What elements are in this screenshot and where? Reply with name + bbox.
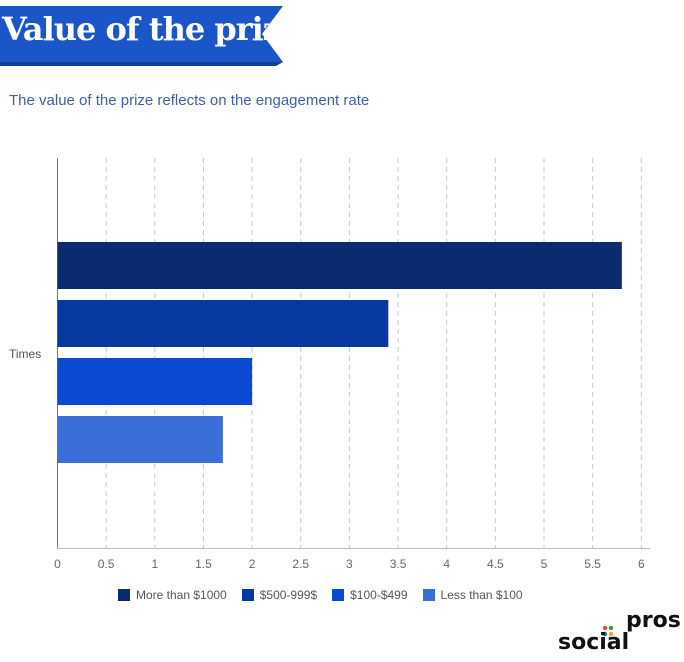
page-title: Value of the prize xyxy=(2,10,300,48)
bar xyxy=(57,242,622,289)
legend-label: $100-$499 xyxy=(350,588,408,602)
x-tick-label: 3.5 xyxy=(390,557,407,571)
x-tick-label: 1.5 xyxy=(195,557,212,571)
grid-lines xyxy=(105,158,642,548)
x-tick-label: 6 xyxy=(638,557,645,571)
x-tick-label: 5 xyxy=(541,557,548,571)
x-tick-labels: 0 0.5 1 1.5 2 2.5 3 3.5 4 4.5 5 5.5 6 xyxy=(54,557,645,571)
logo-mark-icon xyxy=(602,625,614,637)
bar-chart: 0 0.5 1 1.5 2 2.5 3 3.5 4 4.5 5 5.5 6 Times xyxy=(9,158,650,571)
title-banner xyxy=(0,6,283,66)
legend-item: $100-$499 xyxy=(332,588,408,602)
legend-swatch xyxy=(422,589,435,601)
legend-label: Less than $100 xyxy=(440,588,523,602)
x-tick-label: 0 xyxy=(54,557,61,571)
legend-item: $500-999$ xyxy=(241,588,318,602)
bar xyxy=(57,358,253,405)
socialpros-logo: pros social xyxy=(556,608,684,660)
x-tick-label: 2 xyxy=(249,557,256,571)
x-tick-label: 2.5 xyxy=(292,557,309,571)
legend-label: $500-999$ xyxy=(259,588,318,602)
x-tick-label: 3 xyxy=(346,557,353,571)
legend-item: Less than $100 xyxy=(422,588,523,602)
legend-label: More than $1000 xyxy=(136,588,227,602)
legend-swatch xyxy=(241,589,254,601)
x-tick-label: 4.5 xyxy=(487,557,504,571)
y-category-label: Times xyxy=(9,347,41,361)
legend-swatch xyxy=(118,589,130,601)
x-tick-label: 1 xyxy=(151,557,158,571)
x-tick-label: 5.5 xyxy=(584,557,601,571)
x-tick-label: 4 xyxy=(443,557,450,571)
bars-group xyxy=(57,242,622,463)
chart-subtitle: The value of the prize reflects on the e… xyxy=(9,92,370,109)
chart-legend: More than $1000 $500-999$ $100-$499 Less… xyxy=(118,588,538,602)
logo-text-pros: pros xyxy=(626,608,681,633)
x-tick-label: 0.5 xyxy=(98,557,115,571)
bar xyxy=(57,416,223,463)
logo-text-social: social xyxy=(558,630,630,655)
bar xyxy=(57,300,389,347)
legend-swatch xyxy=(332,589,345,601)
legend-item: More than $1000 xyxy=(118,588,227,602)
